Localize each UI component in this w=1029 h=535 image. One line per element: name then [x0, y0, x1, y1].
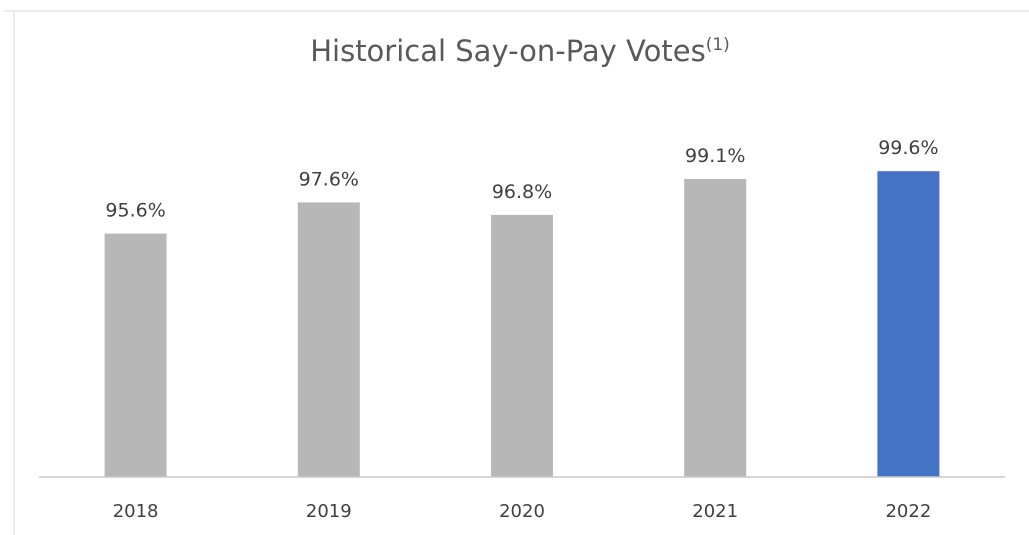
- bar-2018: [104, 233, 167, 477]
- data-label-2020: 96.8%: [492, 181, 552, 203]
- data-label-2018: 95.6%: [105, 200, 165, 222]
- chart-title-main: Historical Say-on-Pay Votes: [310, 34, 705, 68]
- bar-2022: [877, 171, 940, 477]
- data-labels-group: 95.6% 97.6% 96.8% 99.1% 99.6%: [105, 137, 938, 221]
- bars-group: [104, 171, 940, 477]
- bar-2021: [684, 179, 747, 477]
- bar-2019: [297, 202, 360, 477]
- x-tick-label-2022: 2022: [885, 501, 931, 522]
- data-label-2021: 99.1%: [685, 145, 745, 167]
- data-label-2022: 99.6%: [878, 137, 938, 159]
- data-label-2019: 97.6%: [299, 168, 359, 190]
- x-tick-label-2018: 2018: [113, 501, 159, 522]
- x-tick-label-2021: 2021: [692, 501, 738, 522]
- chart-title: Historical Say-on-Pay Votes(1): [310, 34, 730, 68]
- x-tick-labels-group: 2018 2019 2020 2021 2022: [113, 501, 932, 522]
- chart-title-superscript: (1): [706, 35, 730, 55]
- x-tick-label-2019: 2019: [306, 501, 352, 522]
- bar-2020: [491, 214, 553, 477]
- x-tick-label-2020: 2020: [499, 501, 545, 522]
